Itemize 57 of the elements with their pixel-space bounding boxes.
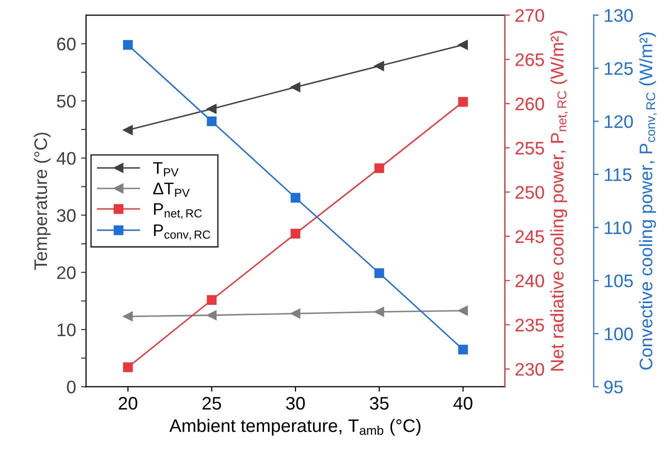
x-tick-label: 30 (286, 396, 305, 410)
point (374, 268, 384, 278)
y2-tick-label: 235 (516, 318, 544, 332)
point (206, 104, 217, 114)
y-tick-label: 20 (57, 266, 76, 280)
y-tick-label: 40 (56, 152, 76, 165)
y-tick-label: 30 (56, 209, 76, 222)
y3-tick-label: 120 (604, 115, 633, 128)
y3-axis-title: Convective cooling power, P$_{conv,RC}$ (W/m²) (639, 32, 657, 370)
point (206, 310, 217, 320)
point (458, 344, 468, 354)
y3-tick-label: 115 (604, 168, 632, 182)
point (123, 312, 133, 322)
point (290, 308, 300, 318)
point (374, 163, 384, 174)
y3-tick-label: 125 (604, 62, 633, 75)
y2-tick-label: 260 (516, 98, 544, 110)
y-tick-label: 60 (57, 38, 76, 50)
point (458, 40, 468, 50)
point (123, 40, 133, 50)
y-axis-title: Temperature (°C) (34, 132, 51, 270)
y-tick-label: 10 (58, 323, 76, 336)
point (290, 82, 300, 92)
legend-label: T$_{PV}$ (153, 162, 179, 176)
y2-axis-title: Net radiative cooling power, P$_{net,RC}$ (W/m²) (550, 31, 568, 371)
y2-tick-label: 270 (516, 9, 544, 22)
y3-tick-label: 110 (604, 221, 632, 234)
point (123, 125, 133, 135)
y2-tick-label: 250 (516, 186, 544, 199)
point (290, 192, 300, 203)
point (206, 116, 217, 126)
y-tick-label: 0 (66, 380, 76, 394)
point (458, 306, 468, 316)
y2-tick-label: 255 (516, 142, 544, 155)
y2-tick-label: 245 (516, 230, 544, 244)
y3-tick-label: 130 (604, 9, 633, 22)
y2-tick-label: 240 (516, 274, 544, 288)
x-axis-title: Ambient temperature, T$_{amb}$ (°C) (169, 418, 420, 436)
x-tick-label: 35 (370, 396, 389, 410)
y3-tick-label: 95 (604, 380, 623, 394)
point (374, 61, 384, 71)
y-tick-label: 50 (56, 94, 76, 108)
y3-tick-label: 105 (604, 274, 633, 288)
point (206, 295, 217, 305)
x-tick-label: 20 (118, 396, 138, 410)
legend-label: P$_{net,RC}$ (154, 203, 202, 219)
point (374, 306, 384, 317)
legend-label: P$_{conv,RC}$ (154, 224, 210, 240)
x-tick-label: 25 (202, 396, 221, 410)
point (458, 96, 468, 107)
legend-label: ΔT$_{PV}$ (153, 182, 190, 197)
x-tick-label: 40 (453, 396, 472, 410)
y2-tick-label: 265 (516, 53, 544, 66)
point (290, 228, 300, 239)
point (123, 362, 133, 372)
y2-tick-label: 230 (516, 362, 544, 376)
y3-tick-label: 100 (604, 328, 633, 340)
